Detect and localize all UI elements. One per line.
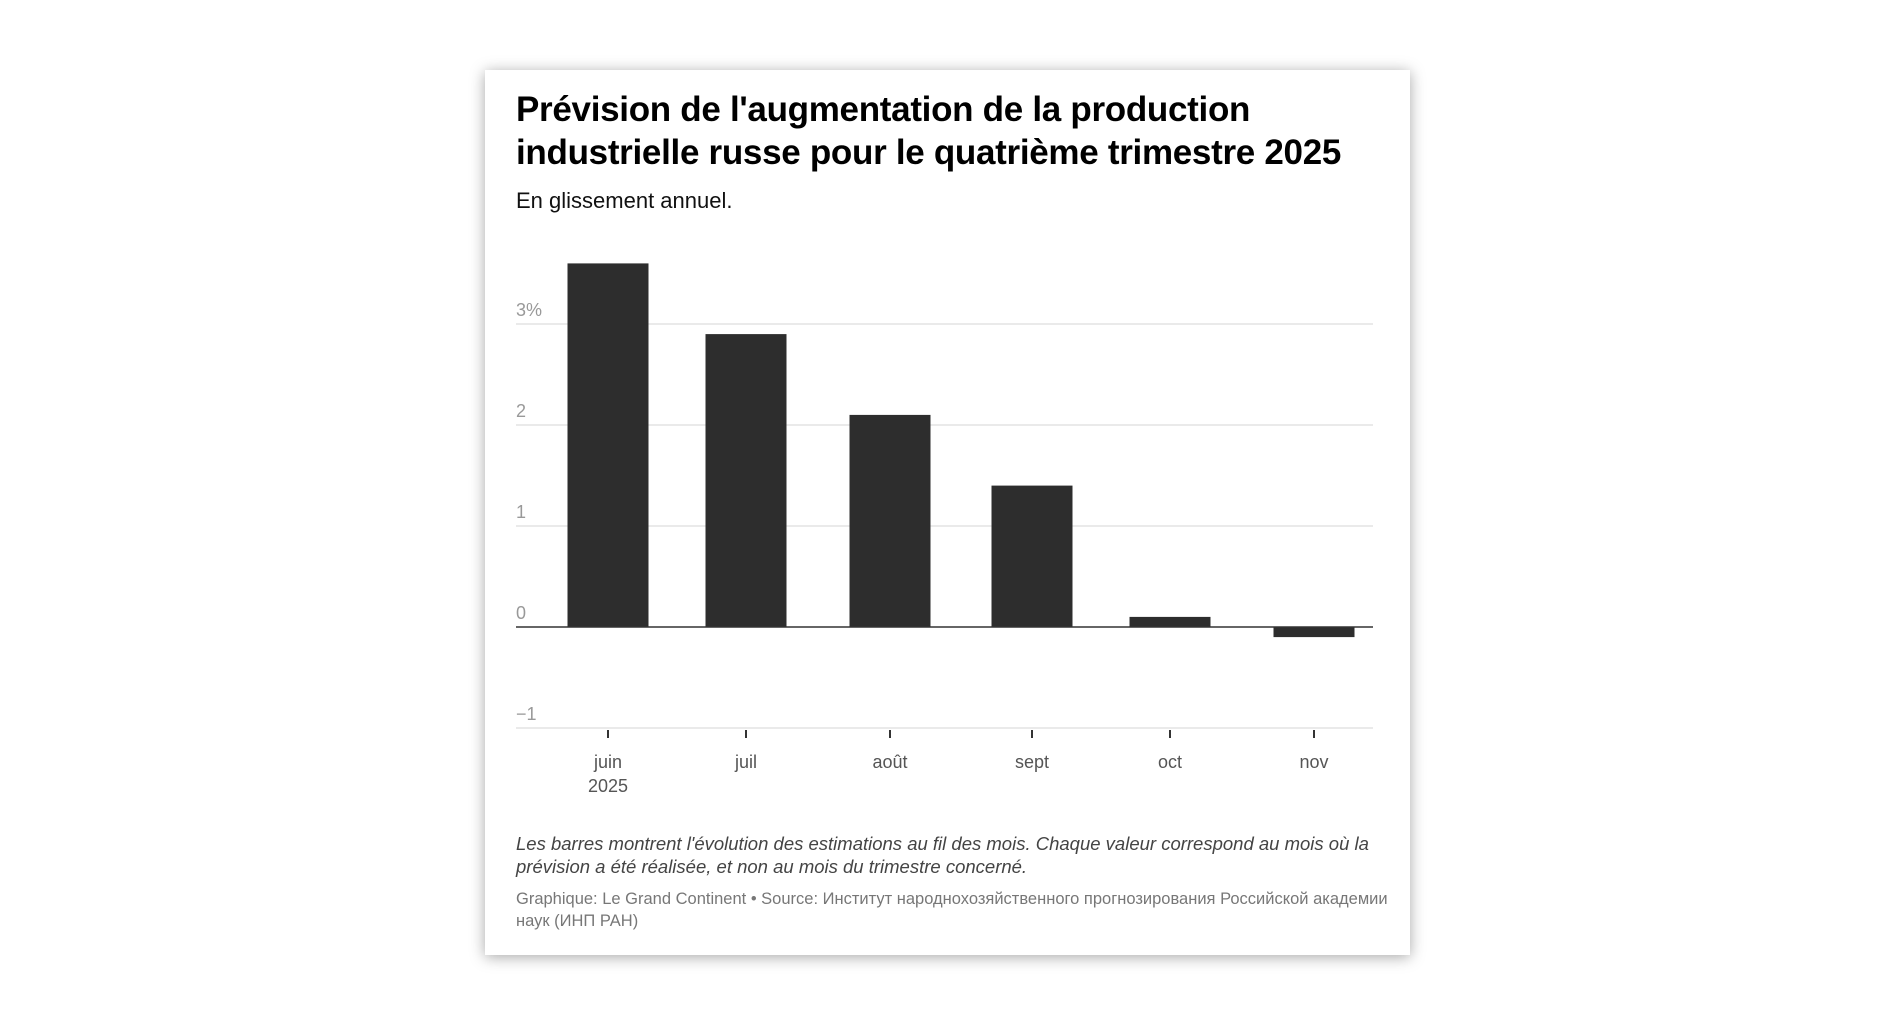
chart-title: Prévision de l'augmentation de la produc…	[516, 90, 1342, 172]
bar-août	[849, 414, 931, 627]
y-tick-label: 3%	[516, 300, 542, 320]
x-tick-label: août	[872, 752, 907, 772]
bar-oct	[1129, 616, 1211, 627]
bar-juin	[567, 263, 649, 627]
bar-juil	[705, 334, 787, 627]
y-tick-label: −1	[516, 704, 537, 724]
y-tick-label: 2	[516, 401, 526, 421]
x-tick-label: nov	[1299, 752, 1328, 772]
x-tick-label: sept	[1015, 752, 1049, 772]
x-tick-label: juin	[593, 752, 622, 772]
bar-sept	[991, 485, 1073, 627]
y-tick-label: 1	[516, 502, 526, 522]
x-tick-label: juil	[734, 752, 757, 772]
bar-nov	[1273, 627, 1355, 638]
x-tick-label: oct	[1158, 752, 1182, 772]
chart-subtitle: En glissement annuel.	[516, 188, 733, 213]
y-tick-label: 0	[516, 603, 526, 623]
chart-note: Les barres montrent l'évolution des esti…	[516, 833, 1369, 877]
x-tick-sublabel: 2025	[588, 776, 628, 796]
chart-source: Graphique: Le Grand Continent • Source: …	[516, 890, 1388, 930]
